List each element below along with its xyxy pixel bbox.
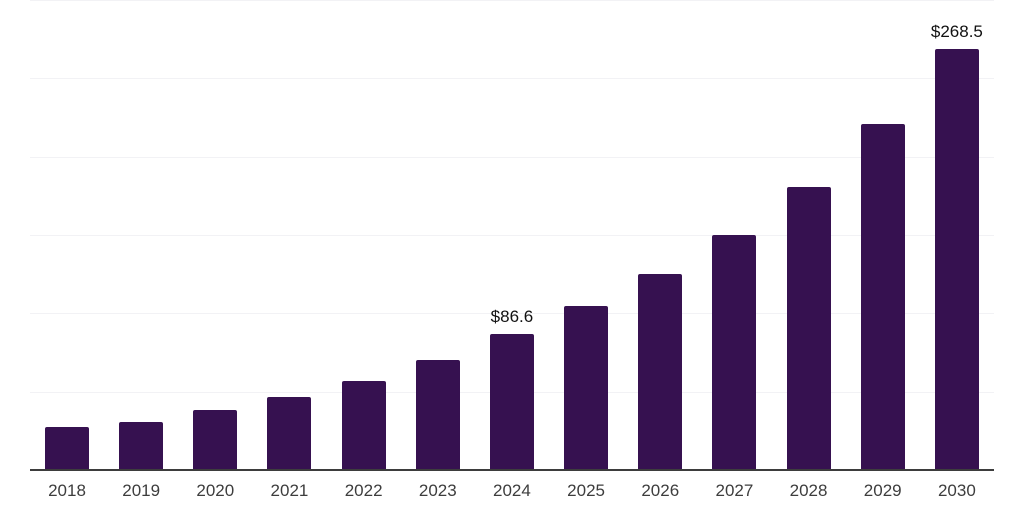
- bar-column-2024: $86.6: [489, 0, 534, 470]
- x-tick-label-2026: 2026: [641, 481, 680, 500]
- bar-2023: [415, 360, 460, 470]
- x-tick-label-2021: 2021: [270, 481, 309, 500]
- bar-2029: [860, 124, 905, 470]
- bar-column-2022: [341, 0, 386, 470]
- bar-column-2027: [712, 0, 757, 470]
- plot-area: $86.6 $268.5: [30, 0, 994, 471]
- bar-column-2030: $268.5: [931, 0, 983, 470]
- x-tick-label-2020: 2020: [196, 481, 235, 500]
- gridline-300: [30, 0, 994, 1]
- x-tick-label-2018: 2018: [48, 481, 86, 500]
- bar-column-2025: [564, 0, 609, 470]
- gridline-150: [30, 235, 994, 236]
- x-tick-label-2023: 2023: [418, 481, 457, 500]
- bar-2030: [934, 49, 979, 470]
- bar-2020: [193, 410, 238, 470]
- x-tick-label-2019: 2019: [122, 481, 161, 500]
- gridline-100: [30, 313, 994, 315]
- bar-2024: [489, 334, 534, 470]
- bar-2025: [564, 306, 609, 470]
- x-tick-label-2027: 2027: [715, 481, 754, 500]
- gridline-250: [30, 78, 994, 80]
- x-tick-label-2030: 2030: [937, 481, 976, 500]
- x-tick-label-2022: 2022: [344, 481, 383, 500]
- bar-column-2018: [45, 0, 89, 470]
- bar-column-2026: [638, 0, 683, 470]
- x-axis-tick-labels: 2018 2019 2020 2021 2022 2023 2024 2025 2026 2027…: [30, 470, 994, 512]
- bar-series: $86.6 $268.5: [30, 0, 994, 470]
- bar-column-2020: [193, 0, 238, 470]
- bar-column-2021: [267, 0, 312, 470]
- x-tick-label-2028: 2028: [789, 481, 828, 500]
- x-tick-label-2024: 2024: [493, 481, 531, 500]
- bar-2026: [638, 273, 683, 470]
- gridline-200: [30, 156, 994, 158]
- bar-2019: [119, 421, 164, 470]
- x-axis-line: [30, 469, 994, 471]
- bar-2028: [786, 186, 831, 470]
- x-tick-label-2025: 2025: [567, 481, 605, 500]
- bar-column-2023: [415, 0, 460, 470]
- bar-value-label-2024: $86.6: [490, 307, 534, 327]
- x-tick-label-2029: 2029: [863, 481, 902, 500]
- bar-2027: [712, 234, 757, 470]
- bar-column-2019: [119, 0, 164, 470]
- bar-2022: [341, 380, 386, 470]
- bar-value-label-2030: $268.5: [930, 22, 983, 42]
- bar-column-2028: [786, 0, 831, 470]
- bar-2018: [45, 426, 89, 470]
- bar-2021: [267, 396, 312, 470]
- bar-column-2029: [860, 0, 905, 470]
